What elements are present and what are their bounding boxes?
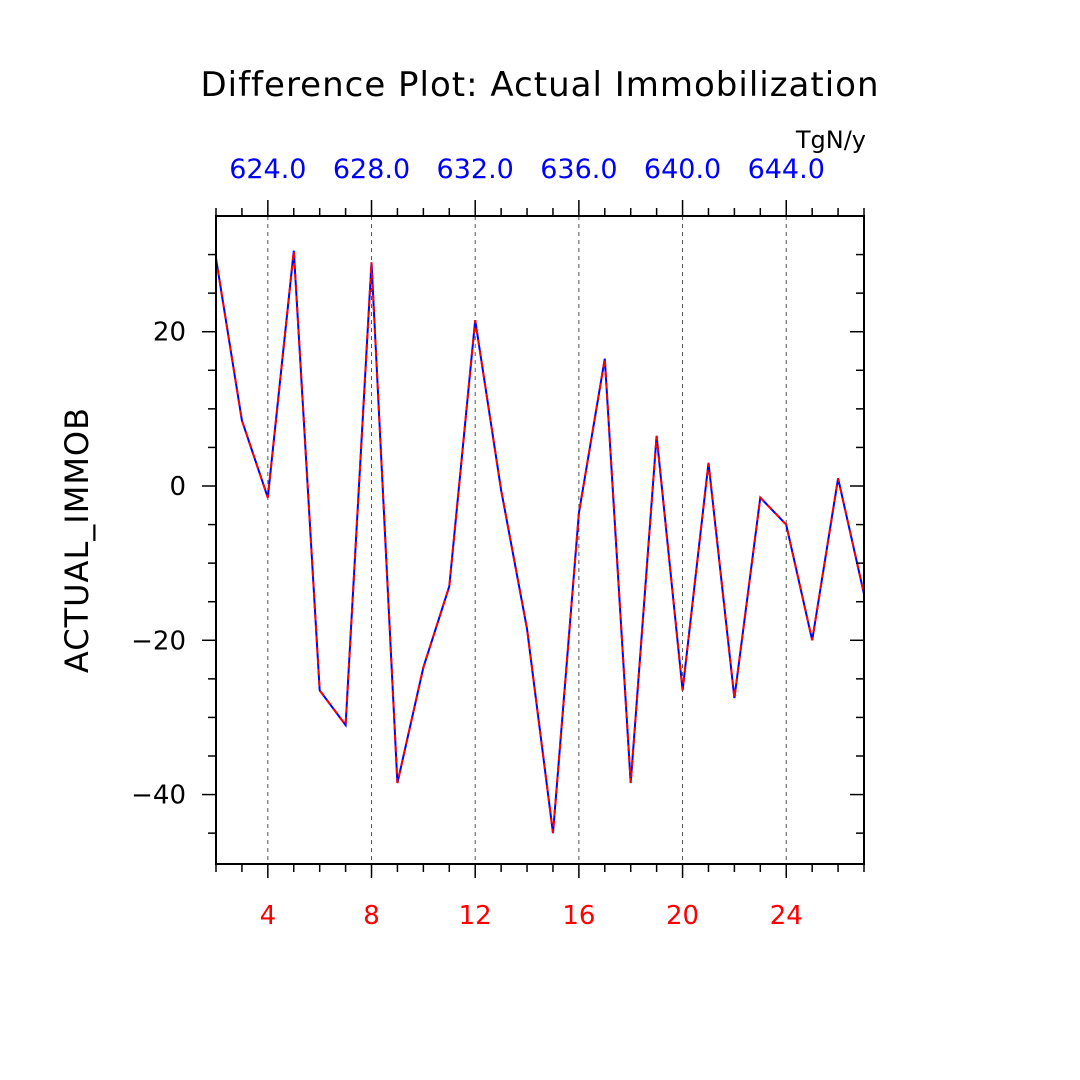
plot-frame — [215, 215, 865, 865]
series-line-0 — [215, 250, 865, 834]
units-label: TgN/y — [795, 126, 866, 154]
y-tick-label-1: 0 — [169, 472, 186, 502]
top-tick-label-0: 624.0 — [229, 154, 306, 185]
top-tick-label-1: 628.0 — [333, 154, 410, 185]
plot-area-series — [215, 250, 865, 834]
axis-tick-labels: 4 8 12 16 20 24 624.0 628.0 632.0 636.0 640.0 644.0… — [131, 154, 825, 931]
top-tick-label-4: 640.0 — [644, 154, 721, 185]
y-axis-label: ACTUAL_IMMOB — [58, 407, 96, 673]
chart-title: Difference Plot: Actual Immobilization — [200, 65, 879, 105]
y-tick-label-0: 20 — [153, 318, 186, 348]
top-tick-label-2: 632.0 — [437, 154, 514, 185]
x-tick-label-1: 8 — [363, 901, 380, 931]
top-tick-label-3: 636.0 — [540, 154, 617, 185]
y-tick-label-3: −40 — [131, 781, 186, 811]
x-tick-label-0: 4 — [260, 901, 277, 931]
x-tick-label-5: 24 — [770, 901, 803, 931]
series-line-1 — [215, 250, 865, 834]
x-tick-label-3: 16 — [562, 901, 595, 931]
y-tick-label-2: −20 — [131, 626, 186, 656]
x-tick-label-2: 12 — [459, 901, 492, 931]
x-tick-label-4: 20 — [666, 901, 699, 931]
axis-ticks — [202, 200, 865, 878]
top-tick-label-5: 644.0 — [748, 154, 825, 185]
grid-lines — [267, 216, 787, 864]
